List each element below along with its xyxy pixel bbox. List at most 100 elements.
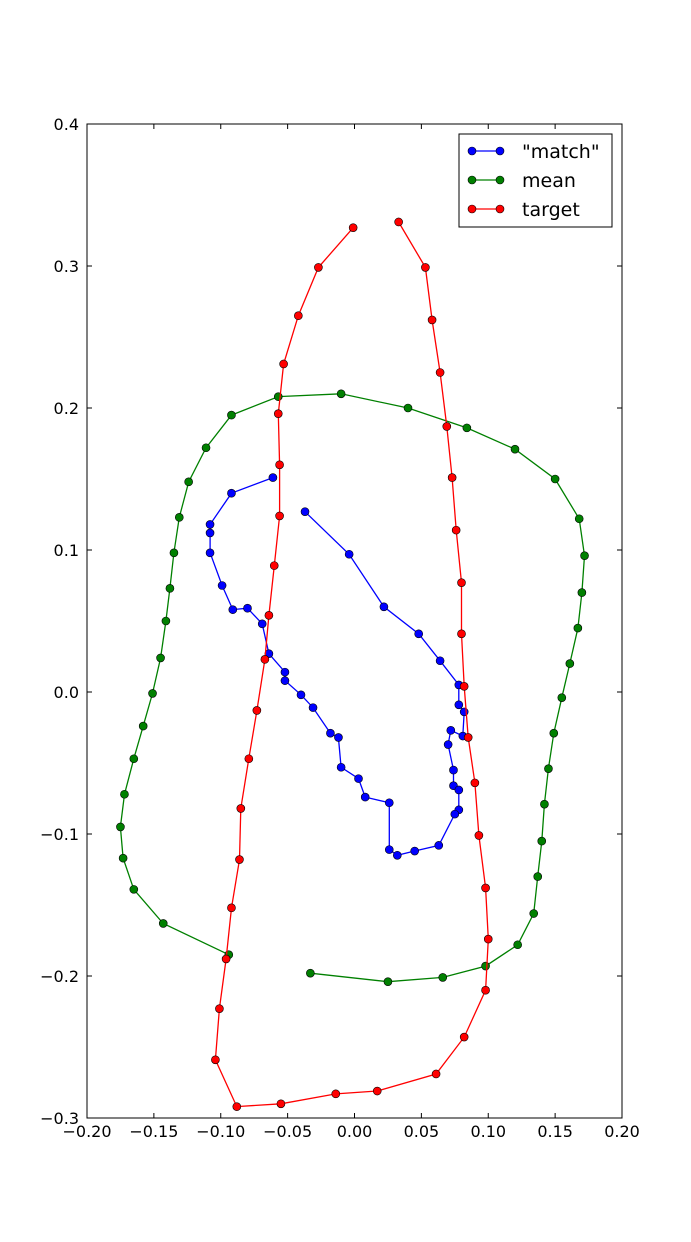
data-point-target bbox=[244, 754, 254, 764]
data-point-target bbox=[394, 217, 403, 227]
legend-entry-match: "match" bbox=[467, 141, 600, 163]
data-point-match bbox=[205, 528, 215, 538]
data-point-mean bbox=[403, 403, 413, 413]
data-point-mean bbox=[565, 659, 575, 668]
data-point-match bbox=[205, 520, 215, 529]
data-point-target bbox=[348, 223, 358, 232]
data-point-match bbox=[257, 619, 267, 629]
series-layer bbox=[116, 217, 589, 1111]
x-tick-label: 0.20 bbox=[604, 1122, 640, 1141]
data-point-match bbox=[228, 605, 238, 614]
legend-label: target bbox=[522, 199, 580, 221]
series-match bbox=[205, 473, 469, 860]
data-point-mean bbox=[550, 474, 560, 484]
legend-label: mean bbox=[522, 170, 576, 192]
data-point-match bbox=[454, 785, 464, 795]
data-point-target bbox=[294, 311, 303, 321]
series-line-mean bbox=[119, 393, 586, 983]
data-point-mean bbox=[201, 443, 211, 453]
data-point-target bbox=[215, 1004, 224, 1013]
data-point-mean bbox=[549, 728, 559, 738]
data-point-mean bbox=[544, 764, 553, 773]
data-point-match bbox=[354, 774, 363, 783]
data-point-mean bbox=[481, 961, 490, 971]
data-point-mean bbox=[537, 836, 547, 846]
data-point-match bbox=[336, 762, 346, 772]
data-point-match bbox=[449, 765, 458, 775]
data-point-mean bbox=[574, 514, 584, 524]
data-point-target bbox=[264, 611, 274, 620]
y-tick-label: −0.1 bbox=[40, 825, 79, 844]
data-point-match bbox=[443, 740, 453, 749]
data-point-mean bbox=[462, 423, 472, 433]
data-point-target bbox=[463, 733, 473, 742]
data-point-target bbox=[451, 525, 461, 535]
data-point-mean bbox=[184, 477, 193, 487]
data-point-target bbox=[211, 1055, 220, 1065]
legend-marker bbox=[495, 146, 505, 156]
data-point-mean bbox=[120, 789, 129, 799]
legend-marker bbox=[467, 175, 477, 185]
y-tick-label: 0.3 bbox=[54, 257, 79, 276]
data-point-mean bbox=[174, 513, 184, 522]
data-point-mean bbox=[129, 885, 139, 894]
data-point-match bbox=[435, 656, 445, 666]
data-point-mean bbox=[169, 548, 179, 558]
data-point-match bbox=[414, 629, 424, 639]
data-point-target bbox=[483, 934, 493, 944]
data-point-mean bbox=[580, 551, 589, 560]
data-point-target bbox=[273, 409, 283, 418]
data-point-mean bbox=[129, 754, 139, 764]
data-point-match bbox=[296, 690, 306, 700]
data-point-target bbox=[474, 831, 484, 840]
data-point-mean bbox=[165, 584, 175, 593]
data-point-match bbox=[243, 603, 252, 613]
data-point-target bbox=[442, 422, 452, 431]
data-point-target bbox=[331, 1089, 341, 1099]
data-point-target bbox=[435, 368, 445, 377]
x-tick-label: −0.20 bbox=[62, 1122, 111, 1141]
data-point-match bbox=[446, 726, 456, 735]
data-point-target bbox=[459, 1032, 469, 1042]
data-point-match bbox=[300, 507, 310, 516]
y-tick-label: 0.1 bbox=[54, 541, 79, 560]
data-point-target bbox=[314, 263, 323, 272]
data-point-target bbox=[372, 1086, 382, 1096]
y-tick-label: −0.2 bbox=[40, 967, 79, 986]
data-point-mean bbox=[158, 919, 168, 928]
data-point-target bbox=[481, 883, 490, 893]
data-point-target bbox=[235, 855, 244, 864]
data-point-target bbox=[236, 804, 246, 813]
data-point-mean bbox=[510, 444, 520, 454]
data-point-mean bbox=[438, 973, 448, 982]
data-point-target bbox=[421, 263, 430, 272]
data-point-target bbox=[427, 315, 437, 325]
data-point-mean bbox=[573, 623, 583, 633]
data-point-match bbox=[205, 548, 215, 558]
series-mean bbox=[116, 389, 589, 986]
data-point-mean bbox=[156, 653, 165, 663]
x-tick-label: −0.15 bbox=[129, 1122, 178, 1141]
data-point-match bbox=[280, 676, 290, 685]
data-point-target bbox=[279, 359, 288, 369]
data-point-match bbox=[410, 846, 419, 856]
data-point-match bbox=[280, 667, 290, 677]
data-point-target bbox=[276, 1099, 286, 1109]
data-point-match bbox=[308, 703, 318, 712]
data-point-match bbox=[454, 700, 464, 710]
data-point-mean bbox=[161, 616, 171, 626]
data-point-mean bbox=[533, 872, 543, 881]
x-tick-label: −0.05 bbox=[263, 1122, 312, 1141]
data-point-match bbox=[344, 549, 354, 559]
data-point-mean bbox=[306, 968, 315, 978]
x-tick-label: 0.15 bbox=[537, 1122, 573, 1141]
data-point-target bbox=[232, 1102, 242, 1111]
y-tick-label: 0.4 bbox=[54, 115, 79, 134]
y-tick-label: 0.2 bbox=[54, 399, 79, 418]
x-tick-label: −0.10 bbox=[196, 1122, 245, 1141]
data-point-match bbox=[268, 473, 278, 482]
data-point-mean bbox=[577, 588, 587, 597]
legend-marker bbox=[467, 204, 477, 214]
data-point-target bbox=[260, 655, 270, 664]
